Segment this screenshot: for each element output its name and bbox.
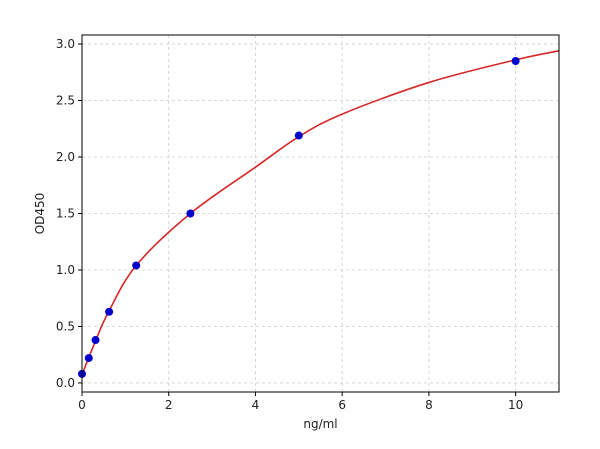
plot-frame [81,34,560,393]
x-tick-label: 6 [338,398,346,412]
x-tick-label: 8 [425,398,433,412]
data-point [294,131,303,140]
y-tick-label: 2.0 [56,150,75,164]
data-point [132,261,141,270]
y-tick-label: 1.5 [56,207,75,221]
curve-layer [81,50,560,376]
y-axis-title: OD450 [33,193,47,235]
y-tick-label: 3.0 [56,37,75,51]
x-axis-title: ng/ml [303,417,337,431]
y-tick-label: 0.5 [56,319,75,333]
grid-layer [81,35,559,392]
point-layer [78,56,520,378]
x-tick-label: 2 [165,398,173,412]
y-tick-label: 2.5 [56,94,75,108]
data-point [186,209,195,218]
data-point [105,307,114,316]
x-axis-ticks: 0 2 4 6 8 10 [78,392,523,412]
data-point [84,354,93,363]
fit-curve-line [81,50,560,376]
y-tick-label: 0.0 [56,376,75,390]
x-tick-label: 0 [78,398,86,412]
x-tick-label: 10 [508,398,523,412]
data-point [511,56,520,65]
data-point [91,336,100,345]
y-axis-ticks: 0.0 0.5 1.0 1.5 2.0 2.5 3.0 [56,37,82,390]
x-tick-label: 4 [252,398,260,412]
y-tick-label: 1.0 [56,263,75,277]
